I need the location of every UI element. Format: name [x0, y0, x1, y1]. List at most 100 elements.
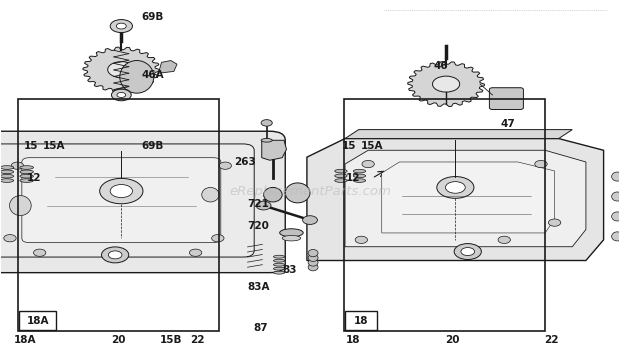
Text: 83A: 83A	[247, 282, 270, 292]
Ellipse shape	[120, 60, 154, 93]
Ellipse shape	[20, 179, 33, 182]
Text: 15A: 15A	[361, 141, 383, 151]
Ellipse shape	[353, 179, 366, 182]
Text: 46: 46	[434, 61, 448, 71]
Ellipse shape	[0, 170, 14, 174]
Ellipse shape	[261, 138, 272, 142]
Ellipse shape	[353, 174, 366, 178]
Text: 22: 22	[190, 335, 205, 345]
Text: 83: 83	[282, 265, 296, 275]
Text: eReplacementParts.com: eReplacementParts.com	[229, 185, 391, 198]
Ellipse shape	[612, 172, 620, 181]
Polygon shape	[345, 150, 586, 247]
Polygon shape	[345, 130, 572, 139]
Circle shape	[33, 249, 46, 256]
FancyBboxPatch shape	[0, 131, 285, 273]
Text: 47: 47	[500, 119, 515, 129]
Circle shape	[437, 177, 474, 198]
Ellipse shape	[0, 179, 14, 182]
Circle shape	[256, 201, 271, 210]
Polygon shape	[83, 47, 160, 92]
Ellipse shape	[612, 212, 620, 221]
Circle shape	[362, 161, 374, 168]
Circle shape	[110, 185, 133, 198]
Circle shape	[549, 219, 560, 226]
Ellipse shape	[202, 187, 219, 202]
Circle shape	[108, 251, 122, 259]
Ellipse shape	[20, 170, 33, 174]
FancyBboxPatch shape	[22, 158, 221, 242]
Ellipse shape	[282, 236, 301, 241]
Circle shape	[108, 62, 135, 78]
Text: 263: 263	[234, 157, 256, 167]
Circle shape	[355, 236, 368, 244]
Text: 721: 721	[247, 199, 269, 209]
Ellipse shape	[273, 271, 285, 274]
Text: 18A: 18A	[27, 316, 49, 325]
Ellipse shape	[353, 169, 366, 173]
Circle shape	[211, 234, 224, 242]
Ellipse shape	[308, 254, 318, 261]
Text: 18: 18	[346, 335, 360, 345]
Text: 18A: 18A	[14, 335, 37, 345]
Circle shape	[189, 249, 202, 256]
Text: 15: 15	[342, 141, 356, 151]
FancyBboxPatch shape	[19, 311, 56, 330]
Text: 720: 720	[247, 221, 269, 231]
Ellipse shape	[308, 249, 318, 257]
Ellipse shape	[264, 187, 282, 202]
Text: 12: 12	[346, 173, 360, 183]
Text: 15B: 15B	[160, 335, 182, 345]
Polygon shape	[159, 60, 177, 73]
Ellipse shape	[273, 255, 285, 258]
Polygon shape	[408, 62, 484, 107]
Ellipse shape	[273, 267, 285, 270]
Ellipse shape	[20, 166, 33, 169]
Ellipse shape	[335, 179, 347, 182]
FancyBboxPatch shape	[0, 144, 254, 257]
FancyBboxPatch shape	[489, 88, 523, 110]
Ellipse shape	[20, 174, 33, 178]
Circle shape	[498, 236, 510, 244]
Text: 12: 12	[27, 173, 41, 183]
Ellipse shape	[273, 259, 285, 262]
Circle shape	[261, 120, 272, 126]
Bar	[18, 99, 219, 331]
Circle shape	[219, 162, 231, 169]
Ellipse shape	[280, 229, 303, 237]
Text: 69B: 69B	[142, 12, 164, 22]
Text: 22: 22	[544, 335, 559, 345]
Circle shape	[454, 244, 481, 260]
Circle shape	[102, 247, 129, 263]
Ellipse shape	[308, 259, 318, 266]
FancyBboxPatch shape	[345, 311, 378, 330]
Ellipse shape	[273, 263, 285, 266]
Circle shape	[11, 162, 24, 169]
Ellipse shape	[9, 195, 31, 215]
Text: 46A: 46A	[142, 70, 164, 80]
Circle shape	[461, 248, 474, 256]
Circle shape	[100, 178, 143, 204]
Circle shape	[433, 76, 459, 92]
Circle shape	[446, 182, 465, 193]
Text: 15: 15	[24, 141, 38, 151]
Text: 20: 20	[111, 335, 125, 345]
Circle shape	[303, 216, 317, 225]
Text: 18: 18	[354, 316, 369, 325]
Polygon shape	[307, 139, 604, 261]
Ellipse shape	[612, 232, 620, 241]
Ellipse shape	[285, 183, 310, 203]
Text: 20: 20	[445, 335, 459, 345]
Ellipse shape	[113, 89, 130, 94]
Bar	[344, 99, 545, 331]
Circle shape	[112, 89, 131, 101]
Ellipse shape	[308, 264, 318, 271]
Circle shape	[117, 92, 126, 98]
Text: 69B: 69B	[142, 141, 164, 151]
Ellipse shape	[612, 192, 620, 201]
Circle shape	[110, 20, 133, 33]
Circle shape	[4, 234, 16, 242]
Text: 15A: 15A	[43, 141, 65, 151]
Polygon shape	[262, 140, 286, 160]
Polygon shape	[382, 162, 555, 233]
